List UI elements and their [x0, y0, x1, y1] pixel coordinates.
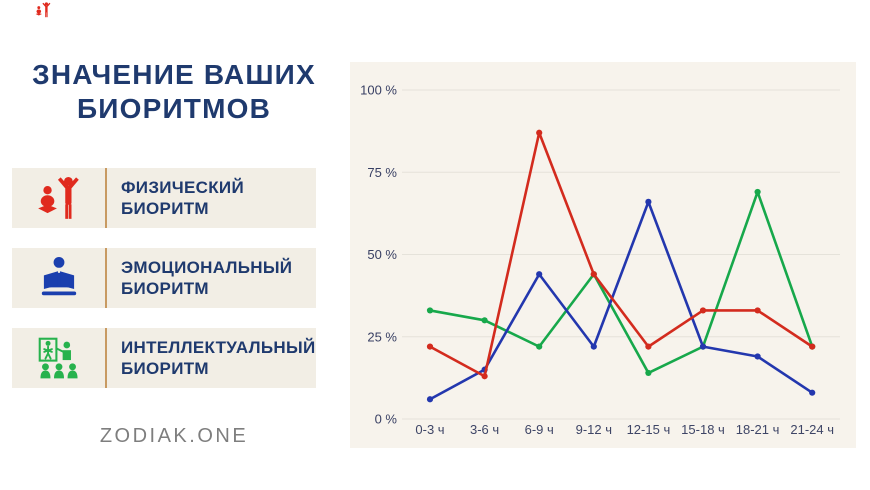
- y-axis-tick-label: 25 %: [367, 329, 397, 344]
- x-axis-tick-label: 6-9 ч: [525, 422, 554, 437]
- legend: ФИЗИЧЕСКИЙ БИОРИТМ ЭМОЦИОНАЛЬНЫЙ: [12, 168, 316, 408]
- legend-label-line: БИОРИТМ: [121, 199, 209, 218]
- data-point-physical: [481, 373, 488, 380]
- data-point-physical: [809, 343, 816, 350]
- x-axis-tick-label: 9-12 ч: [576, 422, 612, 437]
- y-axis-tick-label: 75 %: [367, 165, 397, 180]
- legend-label-line: БИОРИТМ: [121, 279, 209, 298]
- data-point-emotional: [645, 198, 652, 205]
- x-axis-tick-label: 15-18 ч: [681, 422, 725, 437]
- x-axis-tick-label: 18-21 ч: [736, 422, 780, 437]
- legend-item-intellectual: ИНТЕЛЛЕКТУАЛЬНЫЙ БИОРИТМ: [12, 328, 316, 388]
- legend-item-physical-label: ФИЗИЧЕСКИЙ БИОРИТМ: [107, 168, 316, 228]
- data-point-emotional: [809, 389, 816, 396]
- data-point-intellectual: [754, 188, 761, 196]
- data-point-physical: [645, 343, 652, 350]
- data-point-intellectual: [536, 343, 543, 350]
- data-point-emotional: [426, 396, 434, 403]
- data-point-emotional: [590, 343, 597, 350]
- presentation-group-icon: [12, 328, 105, 388]
- brand-mark-icon: [35, 2, 51, 18]
- data-point-physical: [699, 307, 707, 314]
- data-point-emotional: [699, 343, 707, 350]
- data-point-physical: [754, 307, 761, 314]
- data-point-emotional: [754, 353, 761, 360]
- footer-logo: ZODIAK.ONE: [99, 425, 249, 447]
- x-axis-tick-label: 3-6 ч: [470, 422, 499, 437]
- legend-label-line: ИНТЕЛЛЕКТУАЛЬНЫЙ: [121, 338, 316, 357]
- legend-divider: [105, 168, 107, 228]
- x-axis-tick-label: 12-15 ч: [627, 422, 671, 437]
- x-axis-tick-label: 0-3 ч: [415, 422, 444, 437]
- data-point-intellectual: [481, 317, 488, 324]
- y-axis-tick-label: 0 %: [375, 412, 398, 427]
- x-axis-tick-label: 21-24 ч: [790, 422, 834, 437]
- data-point-physical: [536, 129, 543, 136]
- data-point-physical: [590, 271, 597, 278]
- legend-item-emotional: ЭМОЦИОНАЛЬНЫЙ БИОРИТМ: [12, 248, 316, 308]
- legend-label-line: БИОРИТМ: [121, 359, 209, 378]
- series-line-physical: [428, 131, 814, 378]
- biorhythm-chart: 0 % 25 % 50 % 75 % 100 % 0-3 ч 3-6 ч 6-9 ч 9-12 …: [360, 83, 840, 437]
- data-point-intellectual: [645, 369, 652, 377]
- person-reading-icon: [12, 248, 105, 308]
- page-title: ЗНАЧЕНИЕ ВАШИХ БИОРИТМОВ: [0, 58, 348, 126]
- legend-divider: [105, 328, 107, 388]
- title-line-2: БИОРИТМОВ: [76, 93, 272, 124]
- legend-item-physical: ФИЗИЧЕСКИЙ БИОРИТМ: [12, 168, 316, 228]
- y-axis-tick-label: 50 %: [367, 247, 397, 262]
- title-line-1: ЗНАЧЕНИЕ ВАШИХ: [32, 59, 316, 90]
- exercise-figures-icon: [12, 168, 105, 228]
- data-point-intellectual: [426, 307, 434, 314]
- legend-label-line: ФИЗИЧЕСКИЙ: [121, 178, 244, 197]
- series-line-intellectual: [428, 190, 814, 375]
- data-point-physical: [426, 343, 434, 350]
- legend-item-intellectual-label: ИНТЕЛЛЕКТУАЛЬНЫЙ БИОРИТМ: [107, 328, 316, 388]
- data-point-emotional: [536, 271, 543, 278]
- legend-divider: [105, 248, 107, 308]
- y-axis-tick-label: 100 %: [360, 83, 397, 98]
- series-line-emotional: [428, 200, 814, 401]
- chart-panel: 0 % 25 % 50 % 75 % 100 % 0-3 ч 3-6 ч 6-9 ч 9-12 …: [350, 62, 856, 448]
- legend-item-emotional-label: ЭМОЦИОНАЛЬНЫЙ БИОРИТМ: [107, 248, 316, 308]
- legend-label-line: ЭМОЦИОНАЛЬНЫЙ: [121, 258, 293, 277]
